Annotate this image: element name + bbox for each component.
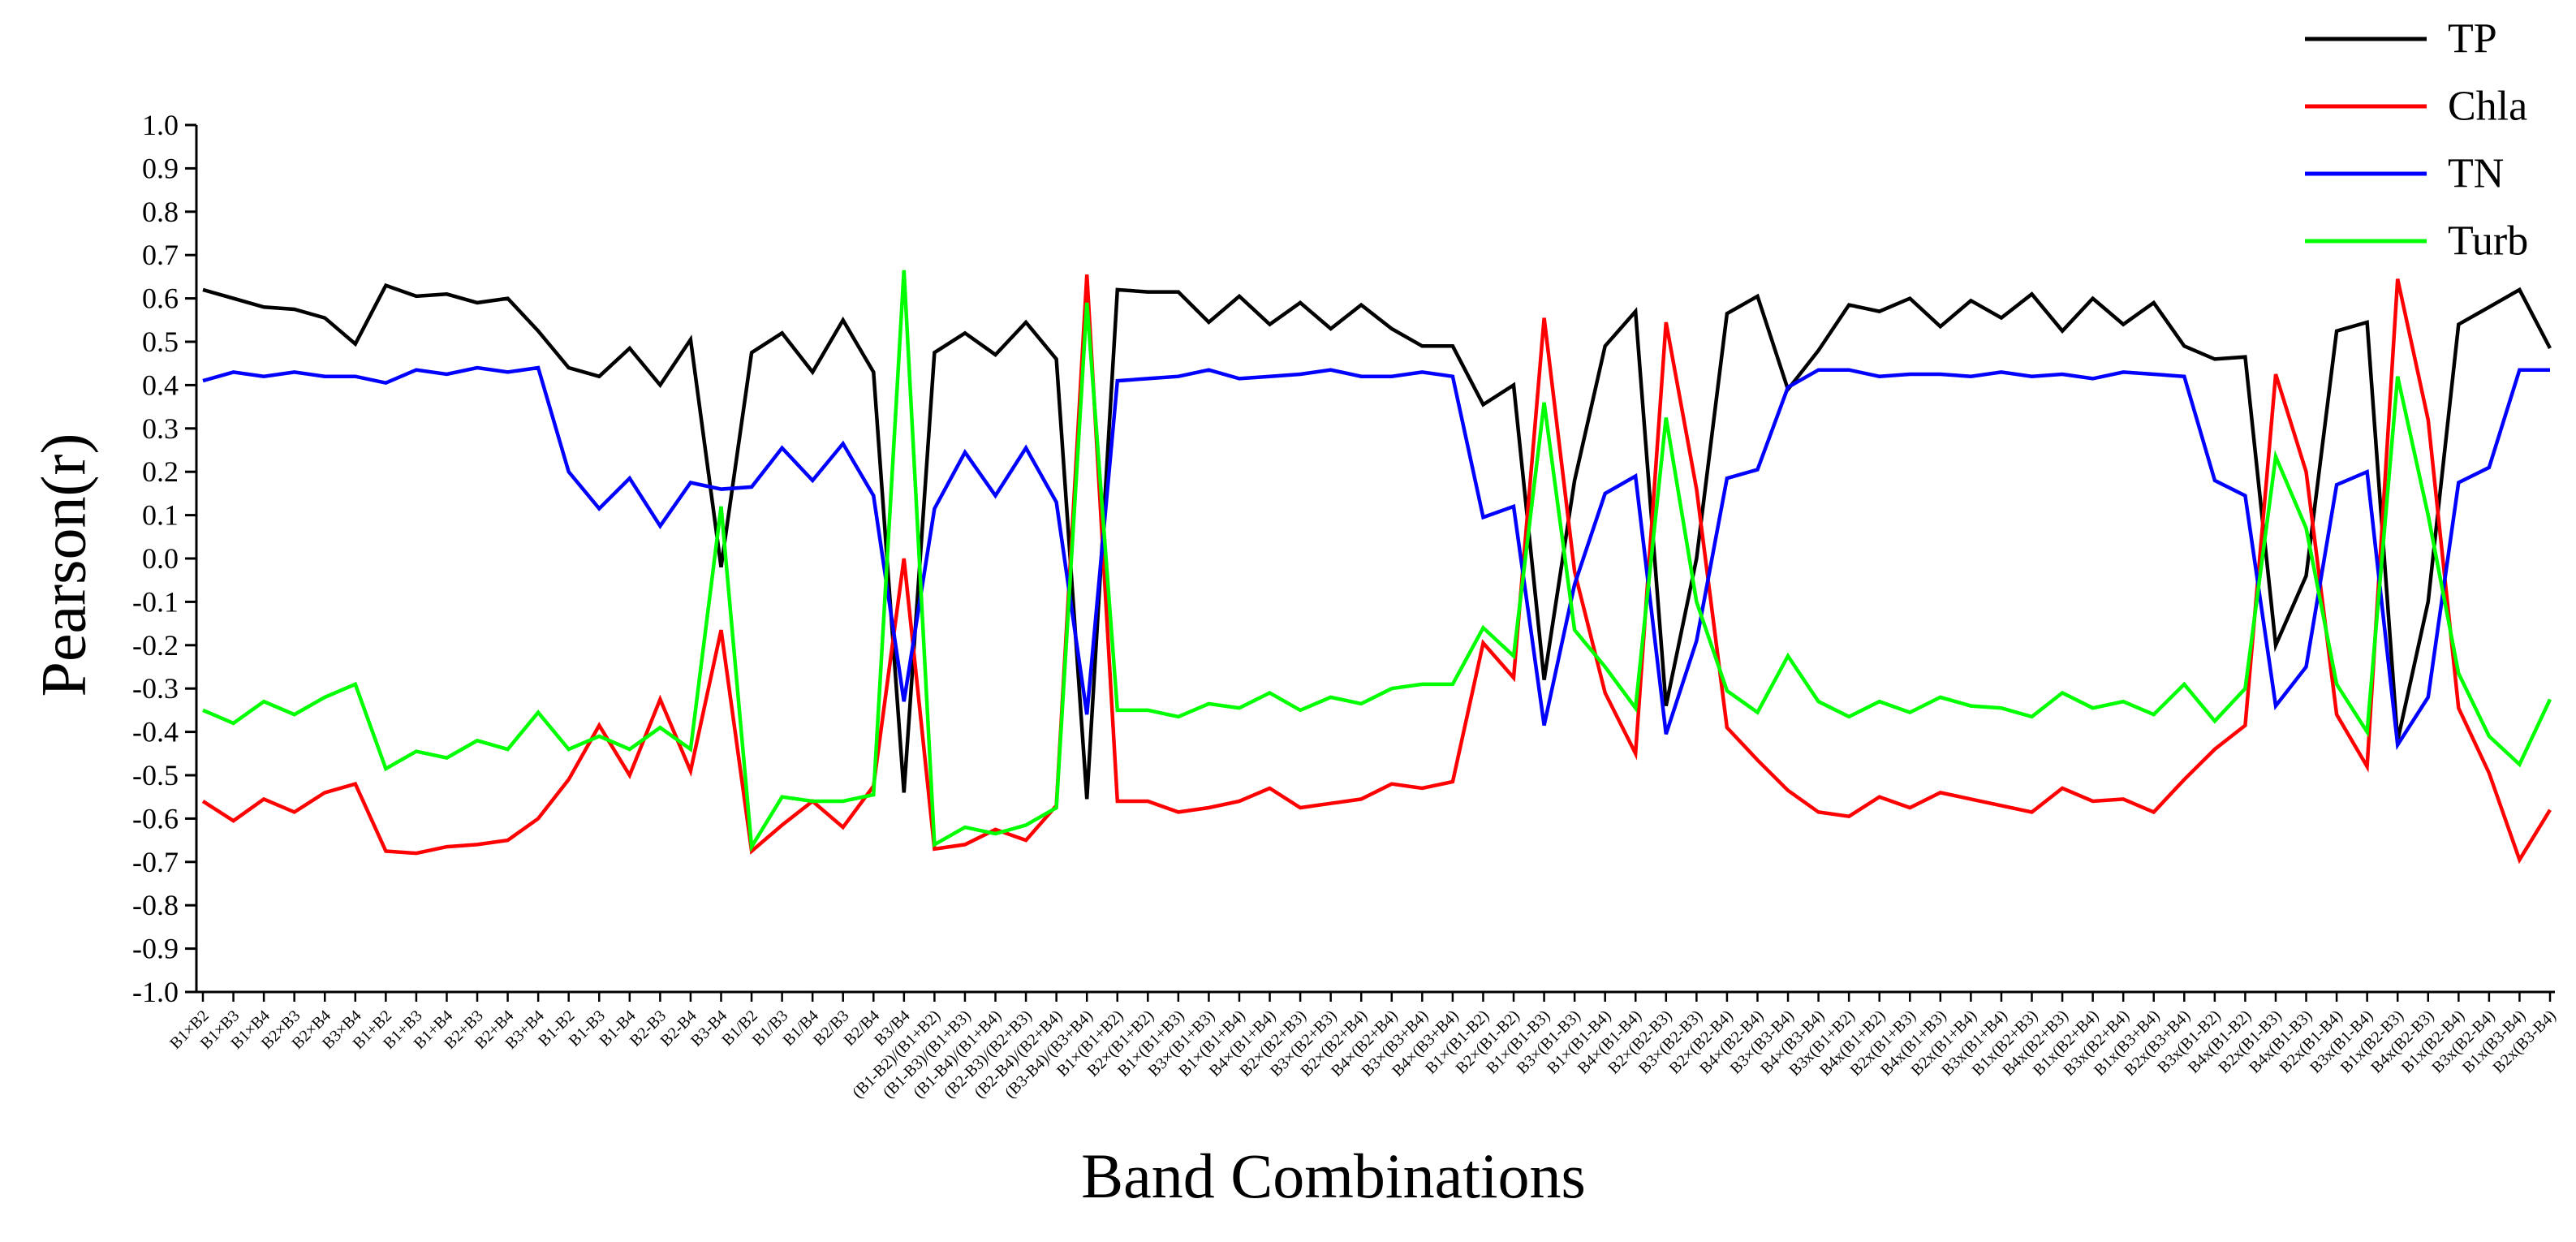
series-line-tp — [202, 282, 2552, 800]
series-line-turb — [202, 270, 2552, 853]
x-tick-labels: B1×B2B1×B3B1×B4B2×B3B2×B4B3×B4B1+B2B1+B3… — [166, 1007, 2560, 1102]
series-line-tn — [202, 365, 2550, 751]
y-tick-label: 0.7 — [142, 239, 179, 271]
y-tick-labels: 1.0 0.9 0.8 0.7 0.6 0.5 0.4 0.3 0.2 0.1 0.0 -0.1 -0.… — [132, 109, 179, 1008]
y-tick-label: -0.2 — [132, 629, 179, 662]
y-tick-label: -0.4 — [132, 716, 179, 748]
legend: TP Chla TN Turb — [2305, 16, 2528, 265]
legend-label-chla: Chla — [2448, 84, 2527, 130]
y-tick-label: -0.6 — [132, 802, 179, 834]
y-axis-title: Pearson(r) — [28, 433, 99, 697]
y-tick-label: -0.9 — [132, 933, 179, 965]
y-tick-label: 0.8 — [142, 196, 179, 228]
series-lines — [201, 270, 2552, 865]
y-tick-label: -0.8 — [132, 889, 179, 921]
y-tick-label: 0.1 — [142, 499, 179, 532]
y-tick-label: 0.3 — [142, 412, 179, 445]
y-tick-label: 0.2 — [142, 455, 179, 488]
y-tick-label: -1.0 — [132, 976, 179, 1008]
y-tick-label: -0.3 — [132, 672, 179, 705]
axes — [185, 123, 2555, 1002]
y-tick-label: 0.9 — [142, 152, 179, 184]
y-tick-label: -0.1 — [132, 585, 179, 618]
x-axis-title: Band Combinations — [1081, 1141, 1586, 1211]
legend-label-tp: TP — [2448, 16, 2497, 63]
y-tick-label: 0.4 — [142, 369, 179, 401]
y-tick-label: 0.0 — [142, 542, 179, 575]
y-tick-label: -0.5 — [132, 759, 179, 791]
y-tick-label: 1.0 — [142, 109, 179, 141]
y-tick-label: -0.7 — [132, 846, 179, 878]
y-tick-label: 0.5 — [142, 326, 179, 358]
legend-label-tn: TN — [2448, 151, 2504, 197]
legend-label-turb: Turb — [2448, 218, 2528, 265]
series-line-chla — [201, 274, 2552, 865]
y-tick-label: 0.6 — [142, 282, 179, 315]
